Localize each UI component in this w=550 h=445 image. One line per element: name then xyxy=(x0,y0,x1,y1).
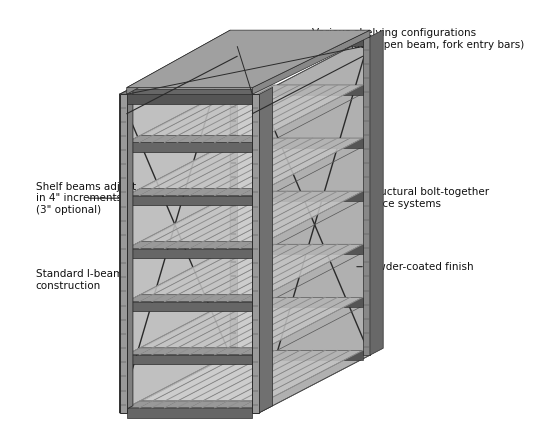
Polygon shape xyxy=(126,85,363,142)
Polygon shape xyxy=(126,242,266,249)
Polygon shape xyxy=(230,37,237,355)
Text: Various shelving configurations
(deck plate, open beam, fork entry bars): Various shelving configurations (deck pl… xyxy=(297,28,524,50)
Polygon shape xyxy=(237,191,363,201)
Polygon shape xyxy=(126,94,252,104)
Polygon shape xyxy=(126,30,230,94)
Polygon shape xyxy=(120,94,127,413)
Polygon shape xyxy=(363,37,370,355)
Polygon shape xyxy=(126,295,266,302)
Polygon shape xyxy=(126,82,266,89)
Polygon shape xyxy=(126,136,266,142)
Polygon shape xyxy=(126,302,252,312)
Text: Powder-coated finish: Powder-coated finish xyxy=(357,262,474,272)
Polygon shape xyxy=(126,189,266,195)
Polygon shape xyxy=(126,408,252,417)
Polygon shape xyxy=(126,142,252,152)
Polygon shape xyxy=(252,30,370,94)
Text: Shelf beams adjust
in 4" increments
(3" optional): Shelf beams adjust in 4" increments (3" … xyxy=(36,182,136,215)
Polygon shape xyxy=(252,94,260,413)
Polygon shape xyxy=(126,138,363,195)
Text: Structural bolt-together
brace systems: Structural bolt-together brace systems xyxy=(353,187,489,209)
Polygon shape xyxy=(126,355,252,364)
Polygon shape xyxy=(120,87,133,413)
Polygon shape xyxy=(126,249,252,258)
Polygon shape xyxy=(237,37,363,46)
Text: Standard I-beam
construction: Standard I-beam construction xyxy=(36,269,124,291)
Polygon shape xyxy=(237,350,363,360)
Polygon shape xyxy=(126,195,252,205)
Polygon shape xyxy=(126,401,266,408)
Polygon shape xyxy=(126,89,252,99)
Polygon shape xyxy=(237,244,363,254)
Polygon shape xyxy=(126,244,363,302)
Polygon shape xyxy=(260,87,273,413)
Polygon shape xyxy=(126,350,363,408)
Polygon shape xyxy=(237,297,363,307)
Polygon shape xyxy=(126,30,370,88)
Polygon shape xyxy=(237,85,363,95)
Polygon shape xyxy=(126,348,266,355)
Polygon shape xyxy=(260,37,370,413)
Polygon shape xyxy=(126,191,363,249)
Polygon shape xyxy=(370,30,383,355)
Polygon shape xyxy=(237,138,363,148)
Polygon shape xyxy=(126,297,363,355)
Polygon shape xyxy=(237,32,363,42)
Polygon shape xyxy=(120,37,230,413)
